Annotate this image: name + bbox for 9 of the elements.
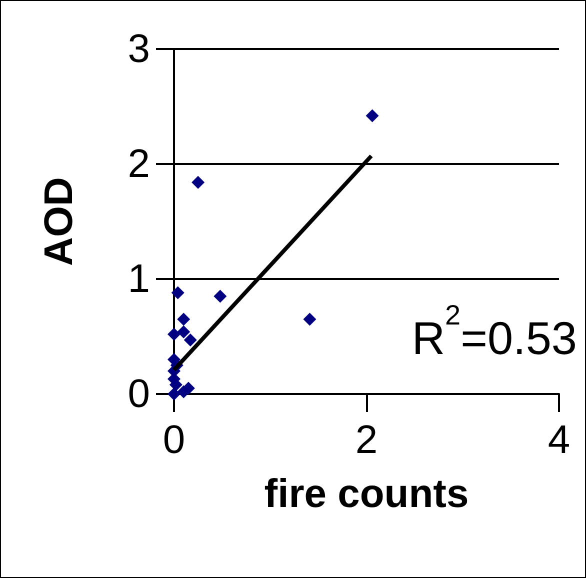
y-tick-label: 3 bbox=[128, 27, 150, 71]
x-tick-label: 0 bbox=[162, 418, 186, 462]
x-tick-label: 4 bbox=[548, 418, 570, 462]
y-tick-label: 1 bbox=[128, 257, 150, 301]
x-axis-title: fire counts bbox=[264, 472, 469, 516]
y-axis-title: AOD bbox=[37, 177, 81, 266]
x-tick-label: 2 bbox=[355, 418, 378, 462]
y-tick-label: 2 bbox=[128, 142, 150, 186]
y-tick-label: 0 bbox=[128, 372, 150, 416]
